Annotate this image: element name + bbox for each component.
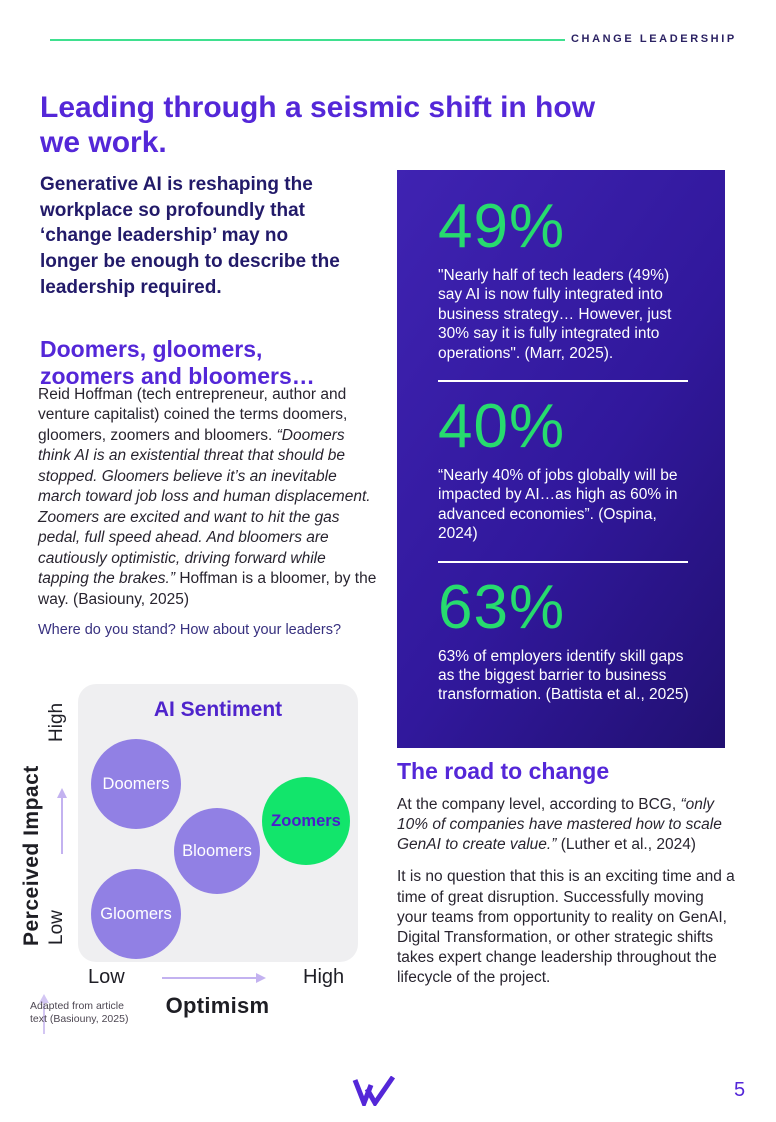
stat-text: “Nearly 40% of jobs globally will be imp… [438,467,678,543]
bubble-zoomers: Zoomers [262,777,350,865]
stat-block-49: 49% "Nearly half of tech leaders (49%) s… [438,194,690,363]
road-paragraph-2: It is no question that this is an exciti… [397,868,735,987]
page-title: Leading through a seismic shift in how w… [40,91,596,160]
bubble-label: Bloomers [182,841,252,860]
question-line: Where do you stand? How about your leade… [38,622,342,638]
stat-value: 63% [438,572,566,642]
ai-sentiment-chart: AI Sentiment Doomers Bloomers Zoomers Gl… [78,684,358,962]
x-axis-label: Optimism [165,993,270,1018]
brand-logo-w-icon [352,1076,396,1106]
stat-divider [438,379,688,382]
bubble-bloomers: Bloomers [174,808,260,894]
stat-divider [438,560,688,563]
bubble-label: Doomers [102,774,170,793]
chart-source-note: Adapted from article text (Basiouny, 202… [30,1000,129,1025]
y-tick-high: High [46,702,67,742]
y-axis-label: Perceived Impact [20,765,43,946]
stat-block-63: 63% 63% of employers identify skill gaps… [438,572,690,705]
chart-title: AI Sentiment [153,698,283,721]
bubble-doomers: Doomers [91,739,181,829]
intro-paragraph: Generative AI is reshaping the workplace… [40,174,340,298]
x-tick-low: Low [88,966,125,988]
body-paragraph: Reid Hoffman (tech entrepreneur, author … [38,386,377,608]
x-axis-arrow-icon [162,973,266,983]
citation-arrow-icon [39,994,49,1034]
stat-value: 49% [438,192,566,261]
stat-text: 63% of employers identify skill gaps as … [438,647,689,704]
bubble-gloomers: Gloomers [91,869,181,959]
page-number: 5 [734,1079,746,1101]
x-tick-high: High [303,966,345,988]
stat-text: "Nearly half of tech leaders (49%) say A… [438,267,672,362]
section-tag: CHANGE LEADERSHIP [571,33,737,45]
header-divider-line [50,39,565,41]
y-tick-low: Low [46,910,67,945]
road-to-change-section: The road to change At the company level,… [397,758,735,1000]
road-paragraph-1: At the company level, according to BCG, … [397,796,722,854]
section-heading-road: The road to change [397,758,610,784]
stats-panel: 49% "Nearly half of tech leaders (49%) s… [397,170,725,748]
stat-block-40: 40% “Nearly 40% of jobs globally will be… [438,394,690,544]
stat-value: 40% [438,391,566,461]
y-axis-arrow-icon [57,788,67,854]
bubble-label: Zoomers [271,811,341,830]
section-heading-doomers: Doomers, gloomers, zoomers and bloomers… [40,336,315,389]
bubble-label: Gloomers [100,904,172,923]
